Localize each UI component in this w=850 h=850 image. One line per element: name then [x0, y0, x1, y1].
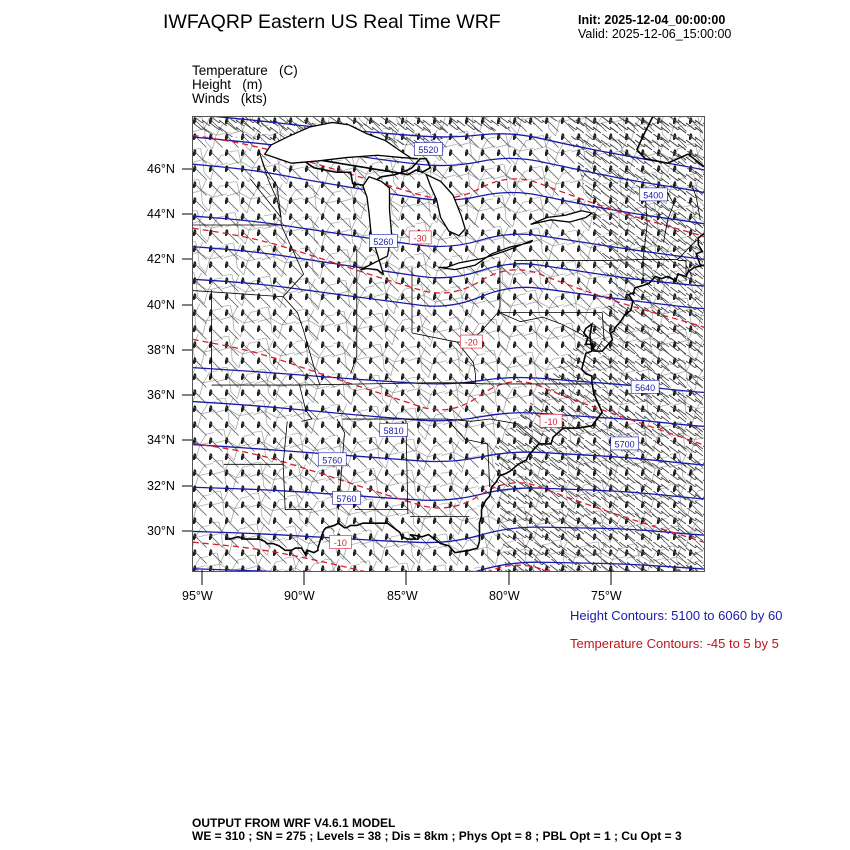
svg-text:5760: 5760 — [337, 494, 357, 504]
svg-text:-20: -20 — [465, 338, 478, 348]
svg-text:5810: 5810 — [384, 426, 404, 436]
svg-text:5400: 5400 — [643, 190, 663, 200]
svg-text:-10: -10 — [545, 417, 558, 427]
svg-text:5760: 5760 — [322, 455, 342, 465]
svg-text:5700: 5700 — [615, 439, 635, 449]
svg-text:-30: -30 — [414, 233, 427, 243]
svg-text:5520: 5520 — [418, 145, 438, 155]
svg-text:5640: 5640 — [635, 383, 655, 393]
svg-text:5260: 5260 — [373, 237, 393, 247]
svg-text:-10: -10 — [334, 538, 347, 548]
